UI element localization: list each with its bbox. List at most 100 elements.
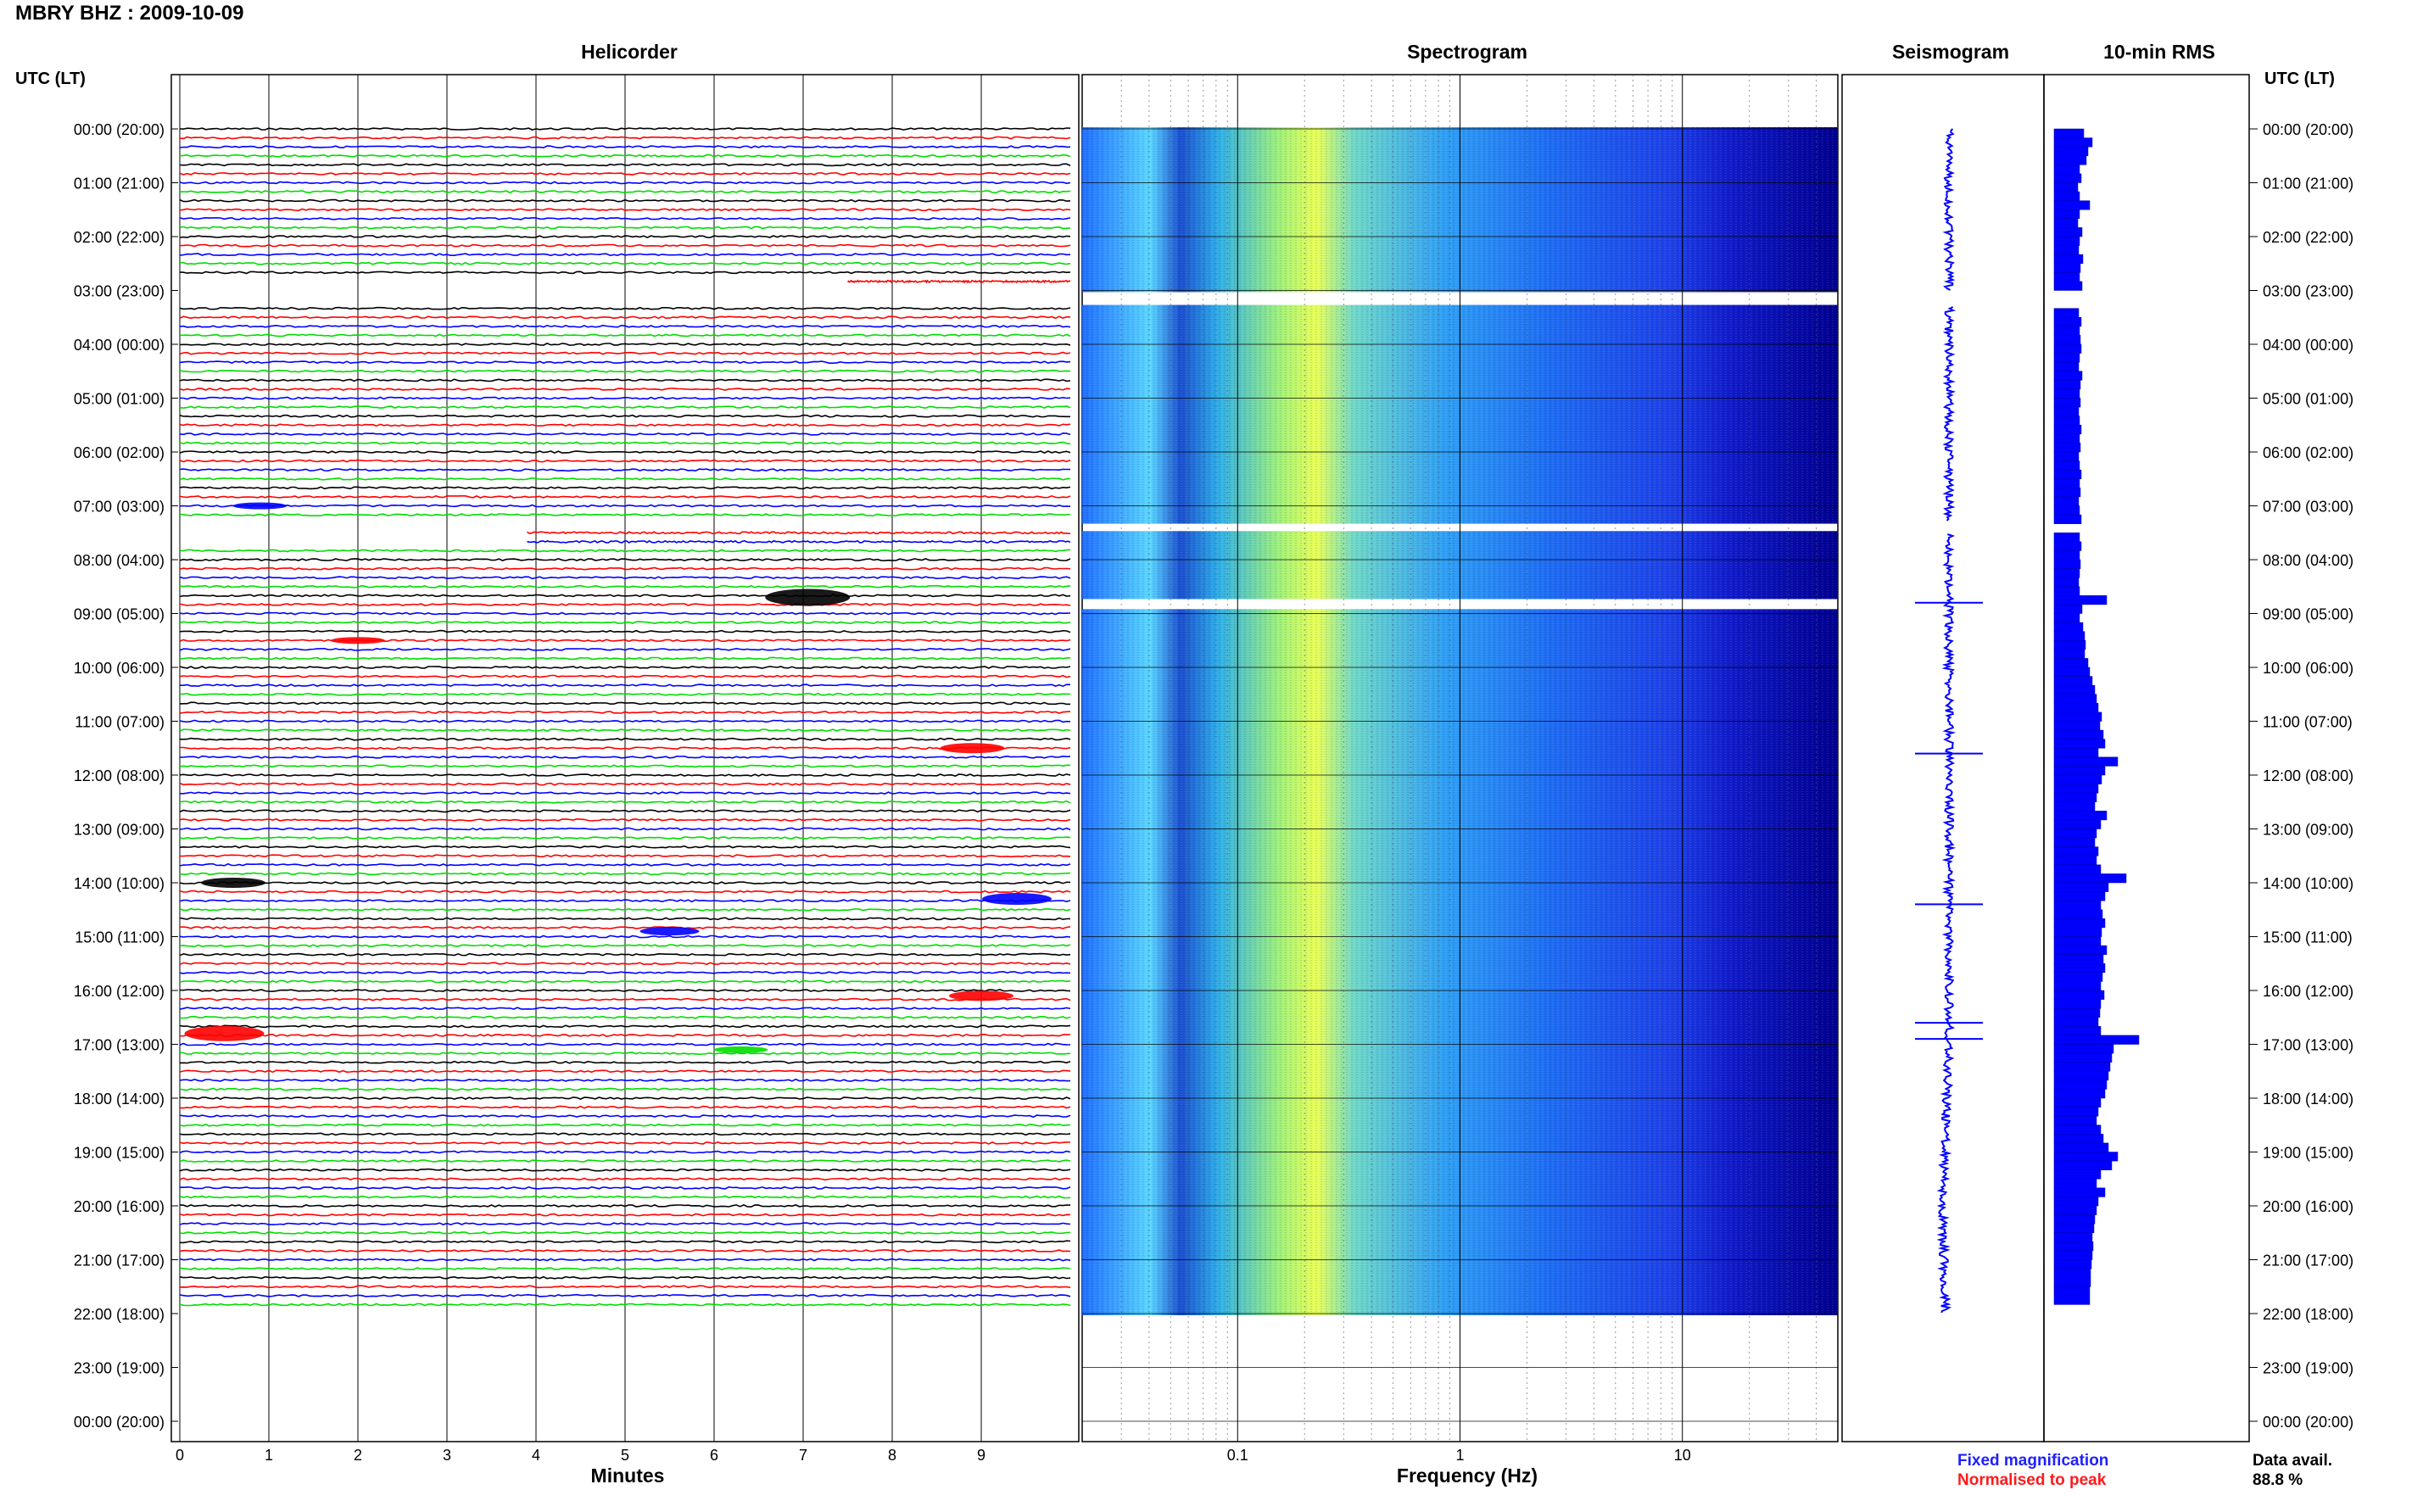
rms-bar bbox=[2054, 658, 2088, 667]
rms-bar bbox=[2054, 1089, 2105, 1098]
minute-tick-label: 7 bbox=[799, 1447, 807, 1464]
helicorder-trace bbox=[180, 1070, 1070, 1072]
frequency-axis-label: Frequency (Hz) bbox=[1397, 1465, 1538, 1487]
helicorder-event bbox=[765, 589, 850, 605]
helicorder-trace bbox=[180, 954, 1070, 956]
hour-tick-label-right: 15:00 (11:00) bbox=[2263, 929, 2353, 946]
rms-bar bbox=[2054, 1107, 2098, 1117]
rms-bar bbox=[2054, 703, 2098, 712]
rms-bar bbox=[2054, 632, 2085, 641]
hour-tick-label-left: 06:00 (02:00) bbox=[74, 444, 165, 461]
rms-bar bbox=[2054, 354, 2080, 363]
seismogram-trace bbox=[1939, 129, 1953, 1313]
rms-bar bbox=[2054, 282, 2082, 291]
rms-bar bbox=[2054, 1053, 2112, 1063]
helicorder-event bbox=[201, 878, 265, 888]
page-title: MBRY BHZ : 2009-10-09 bbox=[15, 2, 243, 25]
rms-bar bbox=[2054, 1269, 2091, 1278]
hour-tick-label-right: 16:00 (12:00) bbox=[2263, 983, 2353, 1000]
rms-bar bbox=[2054, 614, 2080, 623]
rms-bar bbox=[2054, 156, 2086, 165]
rms-bar bbox=[2054, 829, 2097, 839]
rms-bar bbox=[2054, 515, 2081, 524]
hour-tick-label-left: 08:00 (04:00) bbox=[74, 552, 165, 569]
hour-tick-label-right: 10:00 (06:00) bbox=[2263, 660, 2353, 677]
rms-bar bbox=[2054, 937, 2101, 946]
rms-bar bbox=[2054, 650, 2085, 659]
rms-bar bbox=[2054, 883, 2108, 892]
rms-bar bbox=[2054, 1206, 2097, 1215]
hour-tick-label-right: 09:00 (05:00) bbox=[2263, 606, 2353, 623]
hour-tick-label-left: 15:00 (11:00) bbox=[75, 929, 165, 946]
helicorder-trace bbox=[180, 155, 1070, 157]
rms-bar bbox=[2054, 856, 2097, 865]
minute-tick-label: 6 bbox=[710, 1447, 718, 1464]
rms-bar bbox=[2054, 542, 2081, 551]
rms-bar bbox=[2054, 174, 2081, 183]
hour-tick-label-left: 02:00 (22:00) bbox=[74, 229, 165, 246]
rms-bar bbox=[2054, 928, 2102, 937]
minute-tick-label: 2 bbox=[354, 1447, 362, 1464]
rms-bar bbox=[2054, 1026, 2101, 1035]
helicorder-event bbox=[233, 503, 288, 510]
hour-tick-label-left: 17:00 (13:00) bbox=[74, 1037, 165, 1054]
hour-tick-label-left: 03:00 (23:00) bbox=[74, 283, 165, 300]
hour-tick-label-left: 00:00 (20:00) bbox=[74, 121, 165, 138]
rms-bar bbox=[2054, 1143, 2108, 1152]
helicorder-trace bbox=[180, 784, 1070, 785]
rms-bar bbox=[2054, 1179, 2097, 1188]
rms-bar bbox=[2054, 452, 2079, 461]
rms-bar bbox=[2054, 550, 2080, 560]
rms-bar bbox=[2054, 946, 2107, 955]
rms-bar bbox=[2054, 488, 2080, 497]
helicorder-trace bbox=[180, 451, 1070, 453]
rms-bar bbox=[2054, 901, 2101, 910]
freq-tick-label: 1 bbox=[1455, 1447, 1464, 1464]
rms-bar bbox=[2054, 722, 2100, 731]
rms-bar bbox=[2054, 425, 2081, 434]
freq-tick-label: 0.1 bbox=[1227, 1447, 1248, 1464]
rms-bar bbox=[2054, 1035, 2139, 1045]
hour-tick-label-left: 16:00 (12:00) bbox=[74, 983, 165, 1000]
data-availability-value: 88.8 % bbox=[2253, 1471, 2303, 1490]
rms-bar bbox=[2054, 873, 2126, 883]
rms-bar bbox=[2054, 605, 2082, 614]
hour-tick-label-left: 04:00 (00:00) bbox=[74, 337, 165, 354]
legend-fixed-magnification: Fixed magnification bbox=[1957, 1452, 2108, 1470]
rms-bar bbox=[2054, 506, 2080, 516]
hour-tick-label-left: 21:00 (17:00) bbox=[74, 1253, 165, 1269]
rms-bar bbox=[2054, 1134, 2103, 1143]
rms-bar bbox=[2054, 326, 2080, 336]
rms-bar bbox=[2054, 371, 2082, 381]
rms-bar bbox=[2054, 1063, 2110, 1072]
rms-bar bbox=[2054, 1000, 2101, 1009]
helicorder-event bbox=[185, 1026, 265, 1041]
helicorder-trace bbox=[180, 586, 1070, 588]
helicorder-trace bbox=[180, 774, 1070, 776]
hour-tick-label-right: 07:00 (03:00) bbox=[2263, 499, 2353, 516]
rms-bar bbox=[2054, 272, 2080, 282]
utc-label-left: UTC (LT) bbox=[15, 70, 86, 89]
rms-bar bbox=[2054, 399, 2080, 408]
helicorder-event bbox=[949, 990, 1013, 1001]
spectrogram-title: Spectrogram bbox=[1407, 41, 1527, 64]
rms-bar bbox=[2054, 317, 2081, 326]
rms-bar bbox=[2054, 1116, 2097, 1125]
rms-bar bbox=[2054, 1260, 2091, 1269]
hour-tick-label-left: 23:00 (19:00) bbox=[74, 1360, 165, 1377]
rms-bar bbox=[2054, 309, 2079, 318]
hour-tick-label-right: 17:00 (13:00) bbox=[2263, 1037, 2353, 1054]
rms-bar bbox=[2054, 1286, 2090, 1296]
hour-tick-label-left: 14:00 (10:00) bbox=[74, 875, 165, 892]
helicorder-trace bbox=[180, 972, 1070, 974]
rms-bar bbox=[2054, 227, 2082, 237]
rms-bar bbox=[2054, 892, 2105, 901]
rms-bar bbox=[2054, 335, 2080, 344]
hour-tick-label-right: 00:00 (20:00) bbox=[2263, 121, 2353, 138]
rms-bar bbox=[2054, 165, 2080, 174]
minute-tick-label: 0 bbox=[176, 1447, 184, 1464]
helicorder-event bbox=[714, 1046, 768, 1053]
hour-tick-label-right: 21:00 (17:00) bbox=[2263, 1253, 2353, 1269]
rms-bar bbox=[2054, 461, 2080, 471]
